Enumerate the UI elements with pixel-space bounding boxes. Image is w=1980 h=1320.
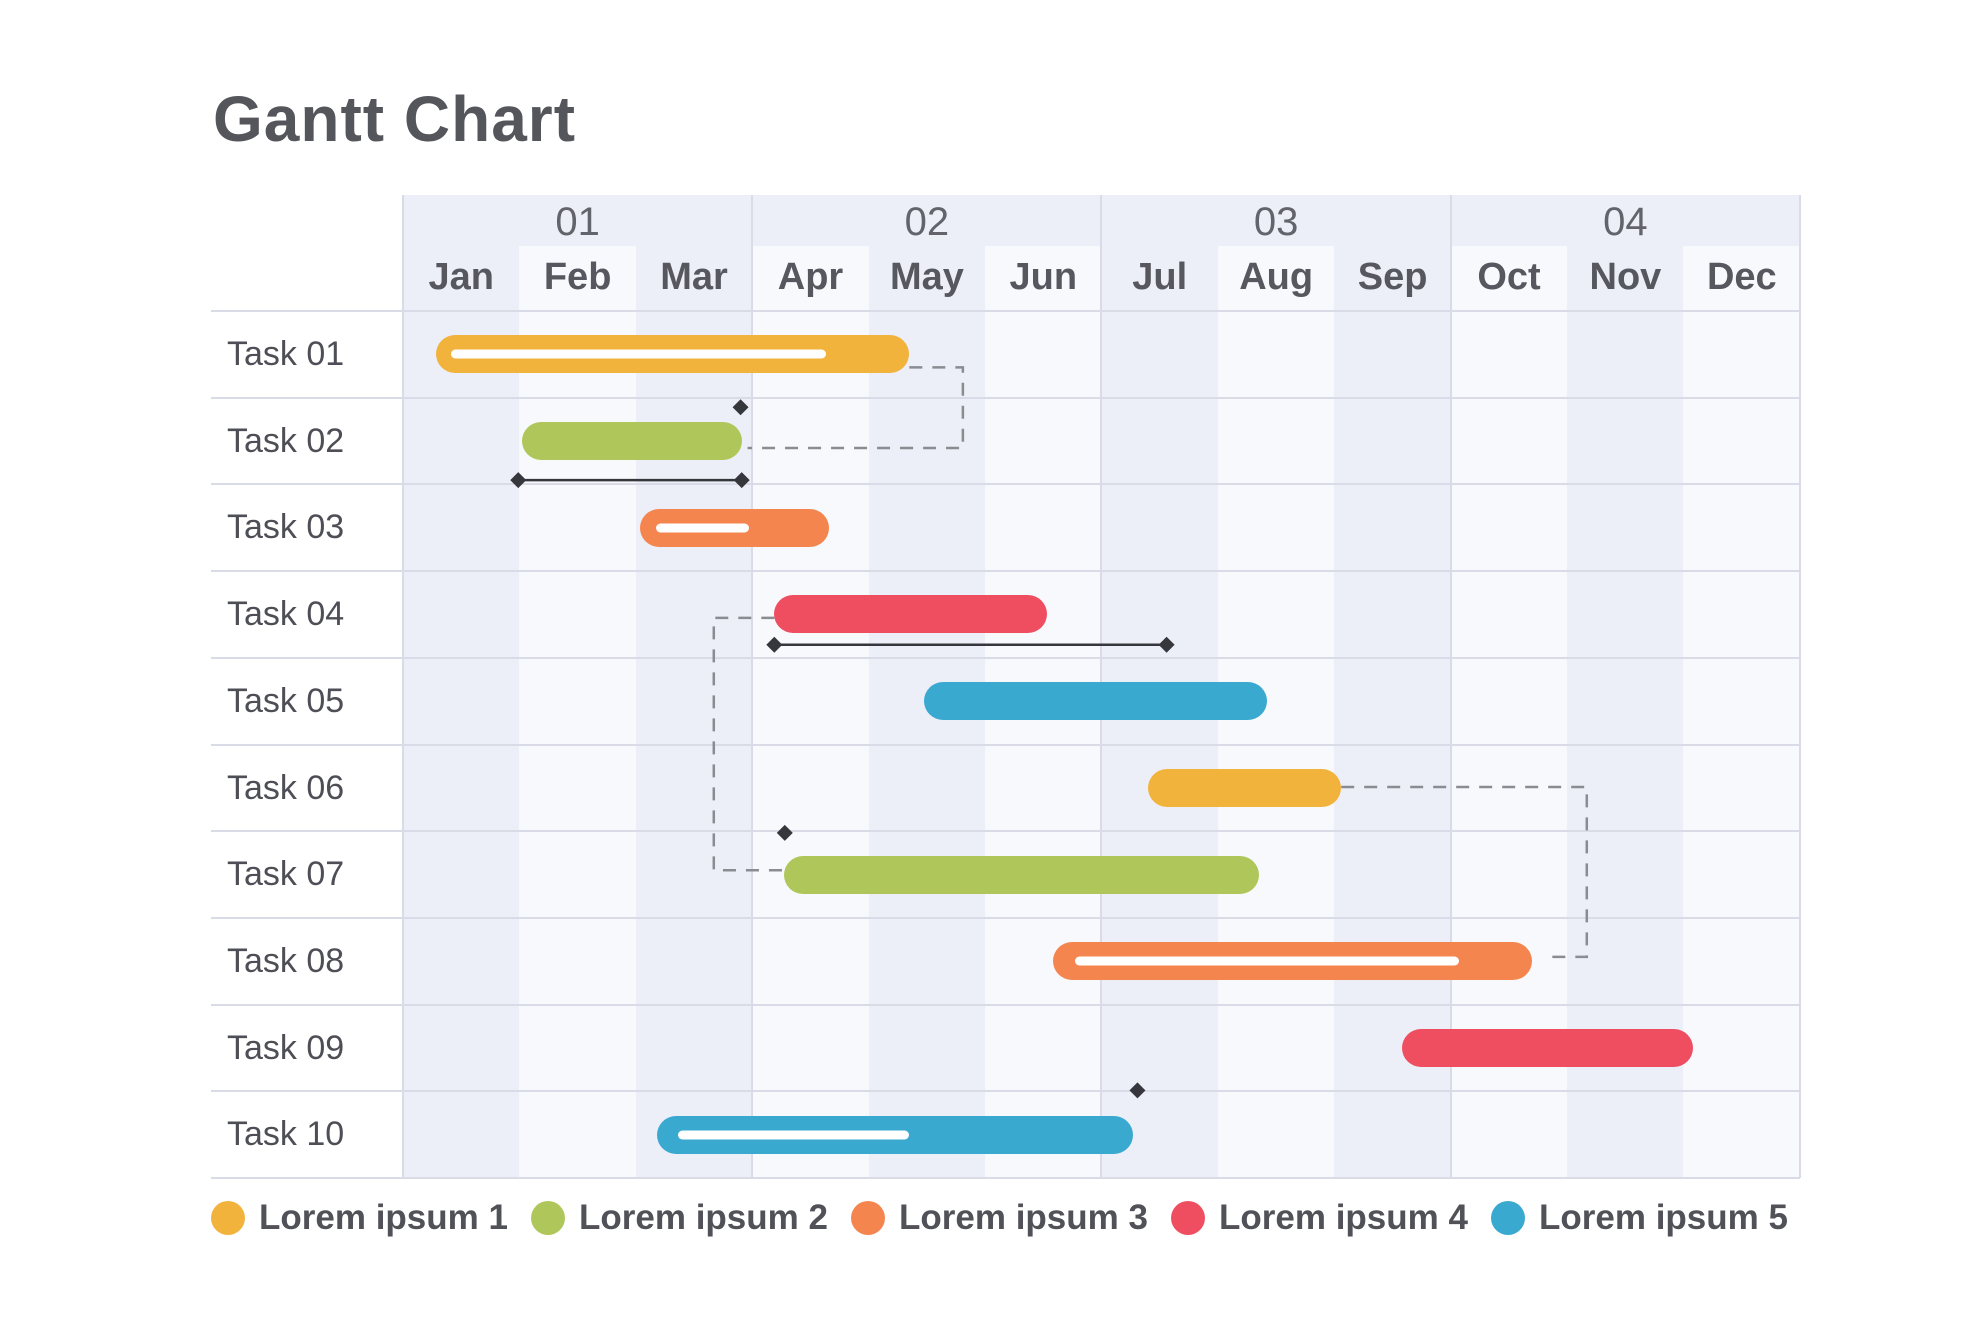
legend-item: Lorem ipsum 5 [1491, 1198, 1811, 1238]
task-label: Task 10 [227, 1115, 345, 1154]
task-label: Task 07 [227, 855, 345, 894]
task-label-column: Task 01 Task 02 Task 03 Task 04 Task 05 Task … [211, 311, 403, 1178]
grid-row-line [211, 1090, 1800, 1093]
page-title: Gantt Chart [213, 83, 576, 155]
legend-dot [531, 1201, 565, 1235]
task-label: Task 05 [227, 681, 345, 720]
task-bar [1147, 768, 1342, 807]
legend-label: Lorem ipsum 4 [1219, 1198, 1468, 1237]
month-label: Dec [1706, 256, 1777, 298]
gantt-chart: 01 02 03 04 Jan Feb Mar Apr May Jun Jul Aug Sep Oct N… [211, 195, 1801, 1179]
legend-dot [1491, 1201, 1525, 1235]
column-stripe [1334, 195, 1451, 1178]
grid-row-line [211, 743, 1800, 746]
legend-dot [1171, 1201, 1205, 1235]
legend-item: Lorem ipsum 2 [531, 1198, 851, 1238]
task-bar [783, 855, 1259, 894]
grid-row-line [211, 483, 1800, 486]
legend-label: Lorem ipsum 3 [899, 1198, 1148, 1237]
dependency-connector [1341, 785, 1589, 959]
milestone-diamond [732, 399, 749, 416]
month-label: Jun [1009, 256, 1078, 298]
month-label: Aug [1239, 256, 1314, 298]
task-progress-line [655, 523, 749, 533]
grid-row-line [211, 1177, 1800, 1179]
legend-item: Lorem ipsum 4 [1171, 1198, 1491, 1238]
task-progress-line [677, 1130, 910, 1140]
month-label: Nov [1589, 256, 1662, 298]
legend-label: Lorem ipsum 2 [579, 1198, 828, 1237]
dependency-connector [712, 616, 784, 872]
task-label: Task 02 [227, 421, 345, 460]
task-label: Task 04 [227, 595, 345, 634]
task-label: Task 09 [227, 1028, 345, 1067]
task-progress-line [1074, 956, 1459, 966]
task-label: Task 01 [227, 335, 345, 373]
task-bar [435, 335, 910, 374]
grid-row-line [211, 916, 1800, 919]
month-label: May [889, 256, 964, 298]
milestone-diamond [1158, 636, 1175, 653]
month-header: Jan Feb Mar Apr May Jun Jul Aug Sep Oct Nov Dec [403, 246, 1800, 311]
task-label: Task 06 [227, 768, 345, 807]
quarter-label: 02 [904, 200, 950, 244]
quarter-label: 01 [555, 200, 600, 244]
milestone-diamond [510, 472, 527, 489]
task-label: Task 08 [227, 941, 345, 980]
task-bar-area [403, 311, 1800, 1178]
grid-quarter-line [751, 195, 754, 1178]
legend-dot [851, 1201, 885, 1235]
grid-row-line [211, 656, 1800, 659]
task-bar [521, 422, 742, 461]
dependency-connector [747, 366, 965, 450]
grid-quarter-line [1798, 195, 1801, 1178]
legend-label: Lorem ipsum 1 [259, 1198, 508, 1237]
month-label: Mar [660, 256, 728, 298]
connector-overlay [510, 366, 1589, 1099]
task-bar [924, 682, 1267, 721]
task-bar [1052, 942, 1533, 981]
month-label: Oct [1477, 256, 1541, 298]
task-bar [640, 508, 830, 547]
grid-quarter-line [402, 195, 404, 1178]
month-label: Jan [428, 256, 494, 298]
legend-dot [211, 1201, 245, 1235]
quarter-label: 03 [1253, 200, 1299, 244]
grid-row-line [211, 1003, 1800, 1006]
milestone-diamond [766, 636, 783, 653]
task-label: Task 03 [227, 508, 345, 547]
column-stripe [1567, 195, 1684, 1178]
task-bar [1401, 1028, 1693, 1067]
milestone-diamond [733, 472, 750, 489]
legend-item: Lorem ipsum 3 [851, 1198, 1171, 1238]
grid-row-line [211, 570, 1800, 573]
month-label: Feb [543, 256, 612, 298]
quarter-label: 04 [1603, 200, 1648, 244]
task-bar [656, 1115, 1133, 1154]
legend: Lorem ipsum 1 Lorem ipsum 2 Lorem ipsum 3 L… [211, 1198, 1811, 1238]
grid-row-line [211, 396, 1800, 399]
grid-row-line [211, 830, 1800, 833]
task-progress-line [450, 349, 826, 359]
month-label: Sep [1357, 256, 1428, 298]
task-bar [774, 595, 1047, 634]
grid-row-line [211, 310, 1800, 312]
grid-lines [211, 195, 1801, 1179]
milestone-diamond [1129, 1082, 1146, 1099]
quarter-header: 01 02 03 04 [403, 195, 1800, 246]
month-label: Apr [777, 256, 844, 298]
legend-label: Lorem ipsum 5 [1539, 1198, 1788, 1237]
legend-item: Lorem ipsum 1 [211, 1198, 531, 1238]
milestone-diamond [776, 824, 793, 841]
month-label: Jul [1132, 256, 1188, 298]
grid-quarter-line [1449, 195, 1452, 1178]
